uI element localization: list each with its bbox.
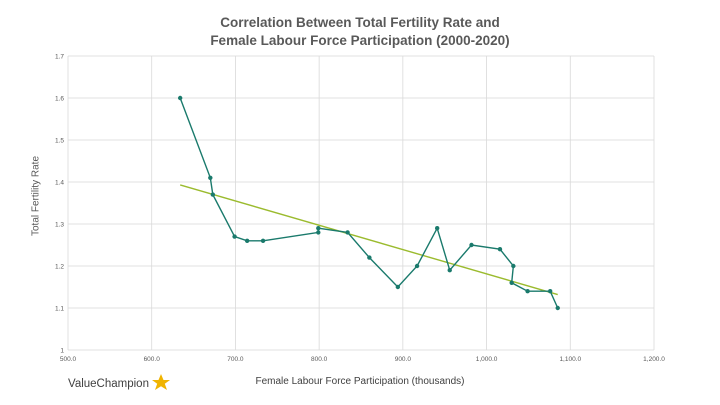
- data-point: [509, 280, 514, 285]
- x-tick-label: 1,000.0: [476, 356, 498, 363]
- y-tick-label: 1.2: [55, 264, 64, 271]
- y-tick-label: 1: [60, 348, 64, 355]
- valuechampion-logo: ValueChampion: [68, 374, 171, 393]
- data-point: [469, 242, 474, 248]
- data-point: [345, 230, 350, 235]
- data-point: [177, 95, 183, 101]
- x-tick-label: 600.0: [144, 356, 161, 363]
- data-point: [316, 226, 321, 231]
- logo-text: ValueChampion: [68, 377, 149, 390]
- chart-title-line-2: Female Labour Force Participation (2000-…: [210, 33, 510, 48]
- x-tick-label: 1,100.0: [559, 356, 581, 363]
- data-point: [525, 289, 530, 294]
- trendline: [179, 184, 558, 296]
- y-tick-label: 1.5: [55, 138, 64, 145]
- data-point: [395, 284, 401, 290]
- x-tick-label: 800.0: [311, 356, 328, 363]
- data-point: [232, 234, 237, 239]
- x-tick-label: 900.0: [395, 356, 412, 363]
- data-point: [434, 226, 440, 231]
- data-point: [244, 238, 250, 243]
- data-point: [555, 305, 560, 311]
- x-axis-label: Female Labour Force Participation (thous…: [255, 376, 465, 387]
- data-point: [208, 175, 213, 180]
- data-point: [497, 247, 503, 252]
- x-tick-label: 1,200.0: [643, 356, 665, 363]
- data-point: [414, 263, 420, 269]
- chart-title-line-1: Correlation Between Total Fertility Rate…: [220, 15, 500, 30]
- data-point: [511, 263, 516, 269]
- chart-title: Correlation Between Total Fertility Rate…: [0, 14, 720, 50]
- data-point: [316, 230, 321, 235]
- data-point: [260, 238, 266, 243]
- data-point: [210, 192, 216, 197]
- y-tick-label: 1.4: [55, 180, 64, 187]
- x-tick-label: 500.0: [60, 356, 77, 363]
- y-tick-label: 1.6: [55, 96, 64, 103]
- y-tick-label: 1.3: [55, 222, 64, 229]
- y-axis-label: Total Fertility Rate: [30, 155, 42, 237]
- series-line: [179, 97, 559, 309]
- data-point: [547, 289, 553, 294]
- star-icon: [151, 374, 171, 393]
- y-tick-label: 1.7: [55, 54, 64, 61]
- x-tick-label: 700.0: [227, 356, 244, 363]
- data-point: [447, 268, 452, 273]
- y-tick-label: 1.1: [55, 306, 64, 313]
- data-point: [367, 255, 372, 260]
